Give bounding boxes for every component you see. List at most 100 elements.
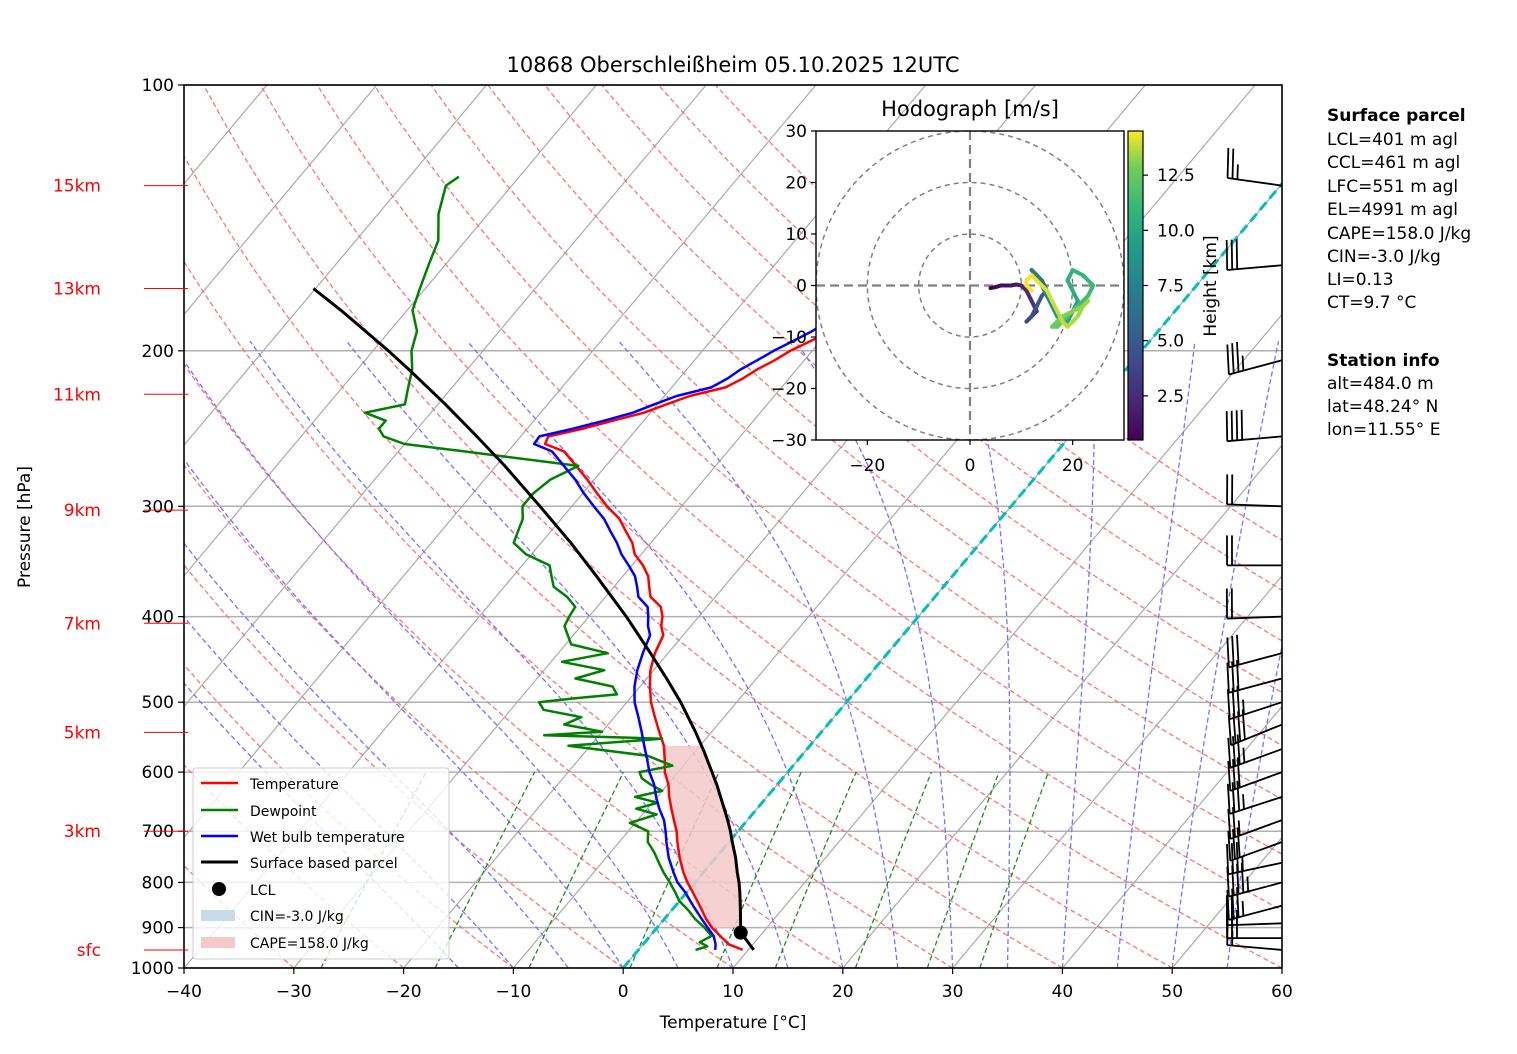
barb-feather <box>1226 783 1231 814</box>
barb-feather <box>1225 240 1229 271</box>
barb-feather <box>1241 900 1245 917</box>
barb-staff <box>1228 677 1283 694</box>
wind-barb <box>1226 634 1283 669</box>
barb-staff <box>1229 796 1283 815</box>
moist-adiabat <box>466 340 844 968</box>
wind-barb <box>1226 915 1283 951</box>
dry-adiabat <box>373 85 1282 855</box>
wind-barb <box>1225 409 1283 443</box>
legend-box <box>192 767 450 960</box>
x-tick-label: −30 <box>276 982 312 1002</box>
height-label: 3km <box>64 822 101 842</box>
y-axis-ticks: 100 200 300 400 500 600 700 800 900 1000 <box>131 76 184 979</box>
dry-adiabat <box>184 564 624 968</box>
y-tick-label: 800 <box>142 873 174 893</box>
barb-feather <box>1226 689 1231 720</box>
isotherm-line <box>952 574 1282 968</box>
x-tick-label: 60 <box>1271 982 1293 1002</box>
barb-feather <box>1241 355 1245 371</box>
wind-barb <box>1226 842 1283 876</box>
legend-label-temperature: Temperature <box>249 777 339 793</box>
hodograph-x-tick-label: 0 <box>965 456 976 476</box>
barb-feather <box>1236 634 1240 665</box>
barb-staff <box>1228 652 1283 669</box>
hodograph-y-tick-label: 10 <box>785 225 807 245</box>
legend-swatch-cape <box>201 937 235 948</box>
cape-cin-fills <box>663 745 741 928</box>
lcl-marker <box>733 925 748 940</box>
barb-staff <box>1228 861 1283 876</box>
y-tick-label: 700 <box>142 822 174 842</box>
legend-label-lcl: LCL <box>250 883 276 899</box>
barb-feather <box>1236 757 1241 788</box>
moist-adiabat <box>1171 340 1280 968</box>
cape-fill <box>663 745 741 928</box>
barb-feather <box>1227 715 1232 746</box>
moist-adiabat <box>346 340 789 968</box>
barb-feather <box>1231 343 1235 374</box>
legend-label-cin: CIN=-3.0 J/kg <box>250 909 344 925</box>
dry-adiabat <box>184 464 734 968</box>
y-axis-label: Pressure [hPa] <box>15 466 35 588</box>
height-label: 11km <box>53 385 101 405</box>
barb-staff <box>1230 771 1283 792</box>
barb-feather <box>1231 687 1236 718</box>
dry-adiabat <box>430 85 1282 800</box>
moist-adiabat <box>184 458 624 968</box>
barb-feather <box>1231 888 1235 919</box>
parcel-info-line: LI=0.13 <box>1327 270 1394 290</box>
x-axis-label: Temperature [°C] <box>659 1013 807 1033</box>
parcel-info-line: CIN=-3.0 J/kg <box>1327 247 1441 267</box>
y-tick-label: 600 <box>142 763 174 783</box>
hodograph-y-tick-label: 0 <box>796 277 807 297</box>
wind-barb <box>1226 341 1283 376</box>
hodograph-trace <box>988 268 1096 329</box>
barb-staff <box>1230 723 1283 746</box>
wind-barb <box>1227 709 1283 746</box>
wind-barb <box>1227 734 1283 769</box>
barb-feather <box>1236 827 1241 858</box>
height-label: sfc <box>77 941 101 961</box>
barb-feather <box>1237 820 1241 836</box>
y-tick-label: 200 <box>142 342 174 362</box>
barb-feather <box>1227 737 1232 768</box>
colorbar-tick-label: 12.5 <box>1157 166 1195 186</box>
parcel-line <box>312 287 755 951</box>
barb-feather <box>1226 889 1230 920</box>
x-axis-ticks: −40 −30 −20 −10 0 10 20 30 40 50 60 <box>166 968 1293 1002</box>
mixing-ratio-line <box>528 771 625 968</box>
wind-barb <box>1226 535 1282 567</box>
barb-staff <box>1227 264 1283 271</box>
hodograph-y-tick-label: −30 <box>771 431 807 451</box>
wind-barb <box>1227 827 1283 862</box>
y-tick-label: 100 <box>142 76 174 96</box>
parcel-info-line: CAPE=158.0 J/kg <box>1327 224 1471 244</box>
barb-feather <box>1236 341 1240 372</box>
barb-feather <box>1236 887 1240 918</box>
barb-feather <box>1226 637 1230 668</box>
barb-feather <box>1240 409 1244 440</box>
hodograph-y-tick-label: 20 <box>785 174 807 194</box>
y-tick-label: 500 <box>142 693 174 713</box>
barb-feather <box>1226 662 1230 693</box>
y-tick-label: 900 <box>142 919 174 939</box>
colorbar-tick-label: 7.5 <box>1157 277 1184 297</box>
dry-adiabat <box>259 85 1282 968</box>
barb-feather <box>1242 747 1246 763</box>
wind-barb <box>1226 474 1283 508</box>
station-info-title: Station info <box>1327 351 1440 371</box>
wind-barb <box>1226 147 1283 187</box>
barb-feather <box>1226 344 1230 375</box>
barb-staff <box>1229 701 1283 721</box>
barb-feather <box>1226 147 1230 178</box>
x-tick-label: 20 <box>832 982 854 1002</box>
hodograph-colorbar <box>1127 130 1144 441</box>
mixing-ratio-line <box>716 771 802 968</box>
barb-feather <box>1236 734 1241 765</box>
dry-adiabat <box>316 85 1282 912</box>
chart-title: 10868 Oberschleißheim 05.10.2025 12UTC <box>507 53 960 77</box>
height-label: 9km <box>64 501 101 521</box>
barb-feather <box>1226 844 1230 875</box>
barb-feather <box>1227 760 1232 791</box>
